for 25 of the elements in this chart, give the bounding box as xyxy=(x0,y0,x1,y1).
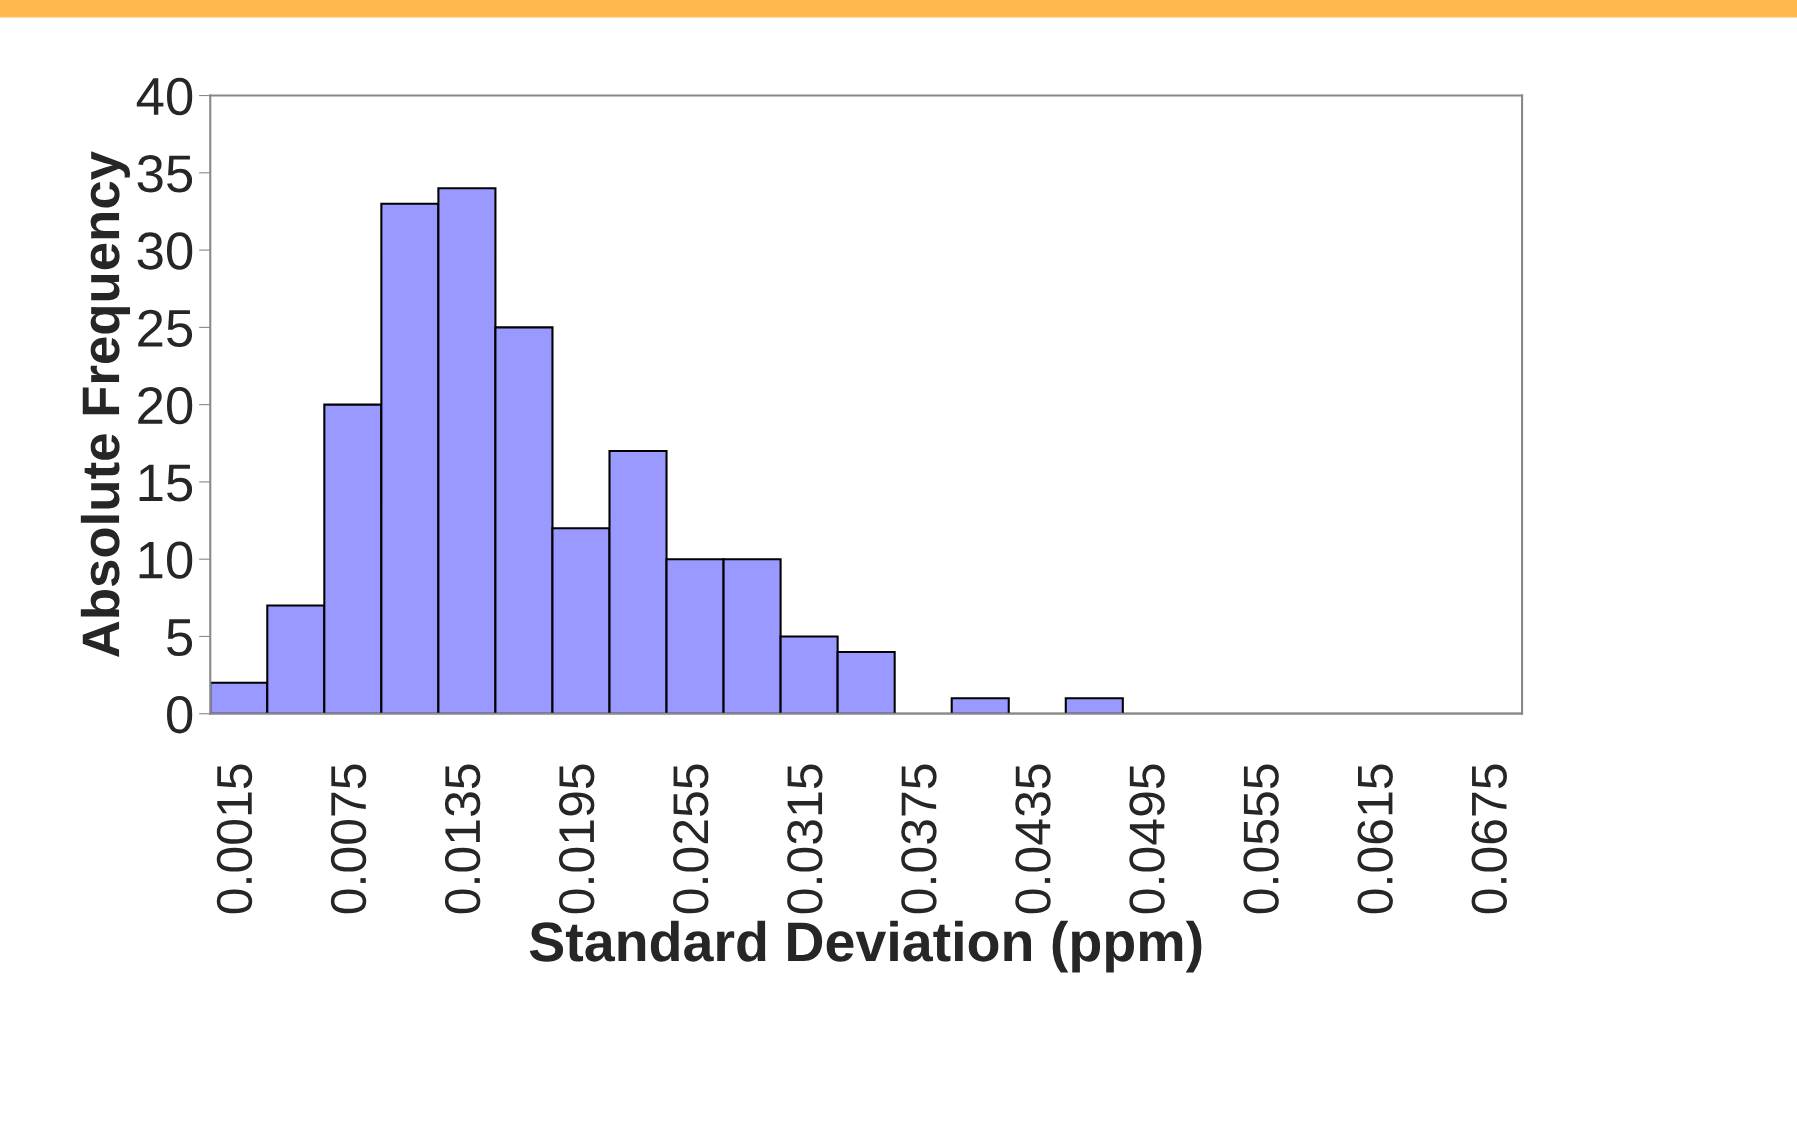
x-tick-label: 0.0495 xyxy=(1129,764,1165,914)
y-tick-label: 30 xyxy=(137,232,193,270)
y-axis-title: Absolute Frequency xyxy=(80,151,131,657)
bar xyxy=(950,697,1010,714)
x-tick-label: 0.0315 xyxy=(787,764,823,914)
x-tick-label: 0.0255 xyxy=(673,764,709,914)
y-tick-label: 25 xyxy=(138,309,193,348)
y-tick-label: 0 xyxy=(166,696,193,734)
y-tick-label: 40 xyxy=(136,77,193,116)
x-tick-label: 0.0555 xyxy=(1243,764,1279,914)
y-tick-label: 20 xyxy=(138,386,193,425)
x-tick-label: 0.0075 xyxy=(330,764,367,914)
x-tick-label: 0.0375 xyxy=(901,764,937,914)
y-tick-label: 5 xyxy=(167,619,193,657)
y-tick-label: 35 xyxy=(137,155,193,193)
x-tick-label: 0.0135 xyxy=(444,764,481,914)
x-tick-label: 0.0195 xyxy=(558,764,595,914)
x-tick-label: 0.0435 xyxy=(1015,764,1051,914)
y-tick-label: 15 xyxy=(139,464,193,502)
x-tick-label: 0.0675 xyxy=(1471,764,1507,914)
x-tick-label: 0.0015 xyxy=(216,764,253,914)
x-axis-title: Standard Deviation (ppm) xyxy=(529,920,1202,973)
y-tick-label: 10 xyxy=(139,541,193,579)
bar xyxy=(1064,697,1124,714)
x-tick-label: 0.0615 xyxy=(1357,764,1393,914)
